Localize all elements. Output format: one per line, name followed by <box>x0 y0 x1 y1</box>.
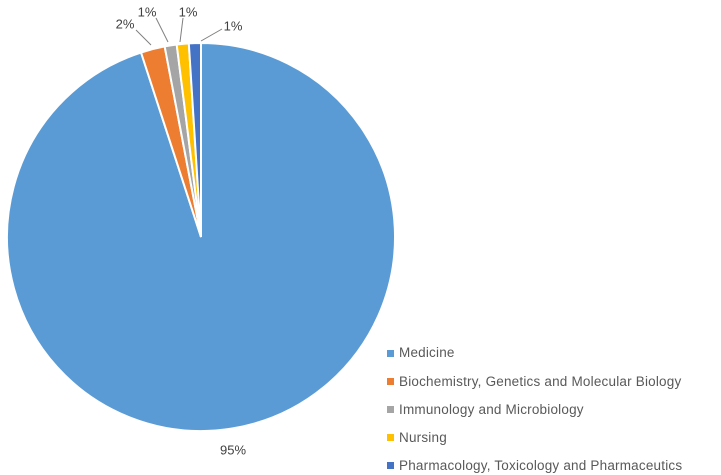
legend-swatch-pharmacology <box>387 462 394 470</box>
leader-line-3 <box>179 17 184 43</box>
legend-swatch-medicine <box>387 349 394 357</box>
legend-swatch-biochemistry <box>387 377 394 385</box>
data-label-pharmacology: 1% <box>223 18 243 34</box>
pie-slice-pharmacology <box>187 41 202 238</box>
legend-swatch-immunology <box>387 405 394 413</box>
legend-label-pharmacology: Pharmacology, Toxicology and Pharmaceuti… <box>399 458 683 474</box>
data-label-biochemistry: 2% <box>115 16 135 32</box>
data-label-medicine: 95% <box>219 442 247 458</box>
leader-line-2 <box>155 17 169 43</box>
legend-label-nursing: Nursing <box>399 429 447 445</box>
leader-line-4 <box>200 28 223 42</box>
legend-label-immunology: Immunology and Microbiology <box>399 401 584 417</box>
chart-legend: Medicine Biochemistry, Genetics and Mole… <box>387 339 721 475</box>
legend-label-biochemistry: Biochemistry, Genetics and Molecular Bio… <box>399 373 682 389</box>
data-label-immunology: 1% <box>137 4 157 20</box>
leader-line-1 <box>135 29 152 46</box>
data-label-nursing: 1% <box>178 4 198 20</box>
legend-item-pharmacology: Pharmacology, Toxicology and Pharmaceuti… <box>387 452 721 475</box>
legend-swatch-nursing <box>387 434 394 442</box>
legend-item-immunology: Immunology and Microbiology <box>387 395 721 423</box>
legend-item-medicine: Medicine <box>387 339 721 367</box>
pie-slice-medicine <box>6 41 396 432</box>
legend-item-nursing: Nursing <box>387 424 721 452</box>
legend-label-medicine: Medicine <box>399 345 455 361</box>
legend-item-biochemistry: Biochemistry, Genetics and Molecular Bio… <box>387 367 721 395</box>
